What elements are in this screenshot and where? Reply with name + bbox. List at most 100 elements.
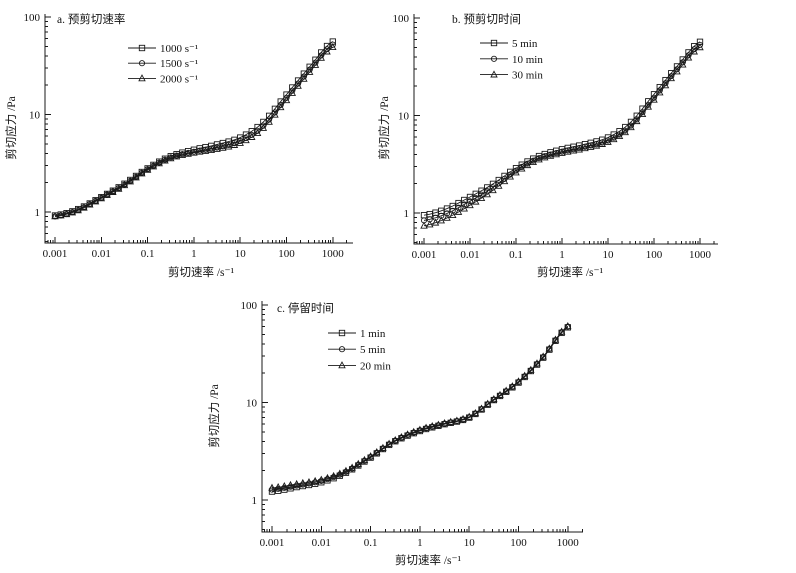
circle-marker	[455, 204, 462, 211]
triangle-marker	[109, 187, 117, 195]
circle-marker	[552, 337, 559, 344]
triangle-marker	[253, 128, 262, 136]
triangle-marker	[311, 476, 319, 485]
triangle-marker	[459, 414, 467, 423]
triangle-marker	[338, 361, 346, 369]
triangle-marker	[132, 173, 140, 181]
circle-marker	[386, 441, 393, 448]
triangle-marker	[230, 140, 239, 148]
triangle-marker	[323, 473, 332, 481]
triangle-marker	[661, 81, 670, 89]
triangle-marker	[650, 95, 658, 103]
triangle-marker	[426, 220, 434, 228]
triangle-marker	[598, 139, 606, 147]
series-square	[420, 38, 704, 219]
triangle-marker	[443, 213, 451, 221]
x-tick-label: 0.01	[92, 248, 111, 260]
triangle-marker	[564, 322, 572, 330]
triangle-marker	[336, 469, 344, 477]
circle-marker	[367, 453, 374, 461]
triangle-marker	[508, 382, 517, 390]
triangle-marker	[638, 109, 647, 118]
circle-marker	[627, 122, 635, 129]
triangle-marker	[610, 135, 618, 143]
circle-marker	[466, 198, 474, 205]
x-tick-label: 0.01	[460, 249, 479, 261]
circle-marker	[478, 191, 485, 198]
triangle-marker	[348, 463, 356, 471]
x-tick-label: 0.1	[141, 248, 155, 260]
circle-marker	[138, 60, 146, 67]
triangle-marker	[311, 60, 320, 68]
x-tick-label: 100	[646, 249, 663, 261]
triangle-marker	[679, 60, 687, 68]
legend-item: 5 min	[480, 38, 538, 50]
circle-marker	[461, 201, 468, 208]
triangle-marker	[539, 352, 547, 360]
legend-a: 1000 s⁻¹ 1500 s⁻¹ 2000 s⁻¹	[128, 43, 198, 85]
triangle-marker	[114, 184, 123, 192]
triangle-marker	[428, 422, 436, 430]
triangle-marker	[224, 142, 233, 150]
triangle-marker	[276, 103, 285, 111]
axes-a	[44, 14, 353, 244]
triangle-marker	[627, 123, 635, 131]
circle-marker	[361, 457, 368, 464]
circle-marker	[338, 346, 346, 353]
circle-marker	[540, 353, 547, 361]
triangle-marker	[434, 420, 443, 428]
triangle-marker	[373, 447, 381, 456]
y-tick-label: 1	[404, 208, 410, 220]
triangle-marker	[527, 365, 535, 373]
triangle-marker	[259, 123, 268, 131]
triangle-marker	[483, 399, 492, 407]
x-tick-label: 0.001	[43, 248, 68, 260]
triangle-marker	[80, 203, 88, 211]
triangle-marker	[545, 344, 554, 352]
triangle-marker	[268, 483, 276, 491]
triangle-marker	[155, 159, 163, 167]
y-tick-label: 100	[393, 13, 410, 25]
triangle-marker	[138, 74, 146, 82]
triangle-marker	[360, 455, 369, 464]
triangle-marker	[490, 70, 498, 78]
legend-item: 10 min	[480, 54, 543, 66]
triangle-marker	[416, 425, 424, 433]
circle-marker	[449, 207, 456, 214]
y-tick-label: 10	[246, 398, 258, 410]
triangle-marker	[62, 209, 71, 218]
circle-marker	[558, 329, 565, 336]
triangle-marker	[656, 88, 664, 96]
triangle-marker	[149, 162, 158, 170]
series-line	[271, 326, 569, 493]
y-tick-label: 100	[24, 12, 41, 24]
triangle-marker	[472, 197, 480, 205]
triangle-marker	[483, 190, 491, 198]
triangle-marker	[271, 110, 279, 118]
triangle-marker	[305, 477, 313, 486]
triangle-marker	[317, 475, 326, 483]
series-line	[423, 44, 701, 221]
y-tick-label: 10	[398, 111, 410, 123]
triangle-marker	[633, 116, 641, 125]
y-tick-label: 100	[241, 300, 258, 312]
panel-title: a. 预剪切速率	[57, 12, 125, 26]
triangle-marker	[195, 147, 204, 155]
panel-title: b. 预剪切时间	[452, 12, 521, 26]
triangle-marker	[502, 386, 510, 394]
triangle-marker	[569, 146, 578, 154]
legend-label: 20 min	[360, 360, 391, 372]
triangle-marker	[172, 152, 181, 160]
circle-marker	[484, 401, 491, 408]
circle-marker	[373, 449, 380, 456]
legend-b: 5 min 10 min 30 min	[480, 38, 543, 82]
series-line	[423, 41, 701, 216]
x-tick-label: 0.1	[364, 537, 378, 549]
legend-item: 5 min	[328, 344, 386, 356]
triangle-marker	[201, 146, 210, 154]
triangle-marker	[167, 154, 175, 162]
triangle-marker	[219, 143, 227, 151]
triangle-marker	[449, 210, 457, 219]
x-tick-label: 10	[603, 249, 615, 261]
